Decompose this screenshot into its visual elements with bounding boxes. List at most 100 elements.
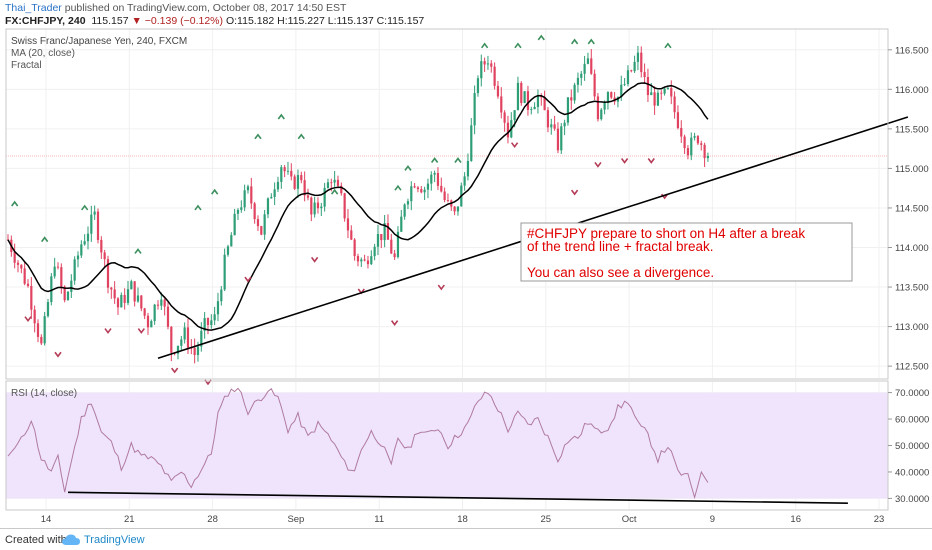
candle-body: [493, 66, 496, 86]
fractal-up-marker: [11, 200, 19, 207]
time-tick-label: 25: [541, 514, 552, 525]
candle-body: [223, 254, 226, 290]
candle-body: [396, 231, 400, 258]
created-with-label: Created with: [5, 534, 67, 546]
candle-body: [500, 96, 503, 113]
tradingview-cloud-icon: [62, 534, 80, 545]
annotation-line-2: of the trend line + fractal break.: [527, 239, 713, 254]
candle-body: [463, 176, 466, 186]
candle-body: [520, 82, 523, 103]
candle-body: [366, 260, 370, 265]
fractal-up-marker: [454, 157, 462, 163]
candle-body: [196, 346, 200, 355]
candle-body: [476, 78, 480, 94]
candle-body: [433, 172, 436, 175]
candle-body: [636, 52, 640, 62]
fractal-down-marker: [510, 142, 519, 149]
candle-body: [546, 110, 550, 128]
candle-body: [86, 233, 90, 242]
time-tick-label: 9: [710, 514, 715, 525]
fractal-down-marker: [137, 328, 145, 334]
divergence-line[interactable]: [67, 491, 848, 504]
candle-body: [326, 182, 330, 188]
last-price: 115.157: [91, 15, 129, 27]
candle-body: [586, 58, 590, 64]
price-axis[interactable]: 116.500 116.000 115.500 115.000 114.500 114.0…: [888, 45, 929, 373]
candle-body: [703, 144, 706, 159]
time-tick-label: 23: [874, 514, 885, 525]
candle-body: [453, 206, 456, 212]
candle-body: [553, 124, 556, 129]
fractal-down-marker: [437, 284, 445, 291]
candle-body: [486, 63, 490, 65]
candle-body: [153, 304, 156, 322]
candle-body: [403, 204, 406, 217]
fractal-up-marker: [277, 113, 285, 120]
candle-body: [346, 218, 350, 231]
candle-body: [606, 92, 610, 104]
candle-body: [673, 96, 676, 113]
fractal-up-marker: [211, 188, 219, 195]
fractal-down-marker: [104, 328, 112, 334]
author-link[interactable]: Thai_Trader: [5, 2, 62, 14]
candle-body: [220, 289, 223, 302]
candle-body: [180, 339, 183, 346]
candle-body: [413, 186, 416, 188]
candle-body: [503, 112, 506, 123]
candle-body: [56, 266, 60, 268]
candle-body: [293, 176, 296, 189]
candle-body: [470, 125, 473, 161]
candle-body: [330, 182, 333, 184]
candle-body: [336, 179, 340, 186]
footer-bar: Created with TradingView: [0, 528, 932, 550]
candle-body: [226, 246, 230, 255]
candle-body: [20, 264, 23, 269]
candle-body: [620, 84, 623, 98]
fractal-down-marker: [620, 158, 629, 164]
fractal-up-marker: [81, 204, 89, 211]
candle-body: [206, 318, 210, 325]
candle-body: [560, 126, 563, 151]
candle-body: [96, 211, 100, 240]
time-axis[interactable]: 14 21 28 Sep 11 18 25 Oct 9 16 23: [41, 514, 885, 525]
candle-body: [113, 289, 116, 299]
chart-canvas[interactable]: 116.500 116.000 115.500 115.000 114.500 114.0…: [0, 28, 932, 528]
candle-body: [186, 327, 190, 348]
candle-body: [93, 211, 96, 215]
rsi-legend: RSI (14, close): [11, 388, 77, 399]
candle-body: [576, 77, 580, 85]
candle-body: [563, 122, 566, 127]
candle-body: [300, 175, 303, 181]
candle-body: [250, 186, 253, 204]
candle-body: [240, 207, 243, 210]
candle-body: [473, 93, 476, 126]
candle-body: [436, 172, 440, 186]
candle-body: [70, 280, 73, 292]
candle-body: [550, 124, 553, 128]
candle-body: [66, 291, 70, 301]
annotation-line-3: You can also see a divergence.: [527, 265, 714, 280]
candle-body: [36, 323, 40, 337]
candle-body: [166, 306, 170, 327]
candle-body: [200, 330, 203, 347]
candle-body: [356, 256, 360, 262]
annotation-box[interactable]: #CHFJPY prepare to short on H4 after a b…: [520, 222, 853, 282]
candle-body: [210, 320, 213, 325]
candle-body: [50, 276, 53, 303]
candle-body: [443, 191, 446, 201]
time-tick-label: 28: [207, 514, 218, 525]
candle-body: [633, 61, 636, 72]
tradingview-brand-link[interactable]: TradingView: [84, 534, 145, 546]
candle-body: [596, 96, 600, 120]
fractal-down-marker: [244, 276, 252, 283]
price-tick-label: 114.500: [895, 203, 929, 214]
rsi-axis[interactable]: 70.0000 60.0000 50.0000 40.0000 30.0000: [888, 388, 929, 505]
candle-body: [430, 174, 433, 184]
candle-body: [43, 316, 46, 344]
candle-body: [523, 91, 526, 103]
candle-body: [690, 137, 693, 156]
candle-body: [23, 268, 26, 284]
candle-body: [526, 91, 530, 110]
candle-body: [193, 347, 196, 355]
candle-body: [100, 239, 103, 253]
